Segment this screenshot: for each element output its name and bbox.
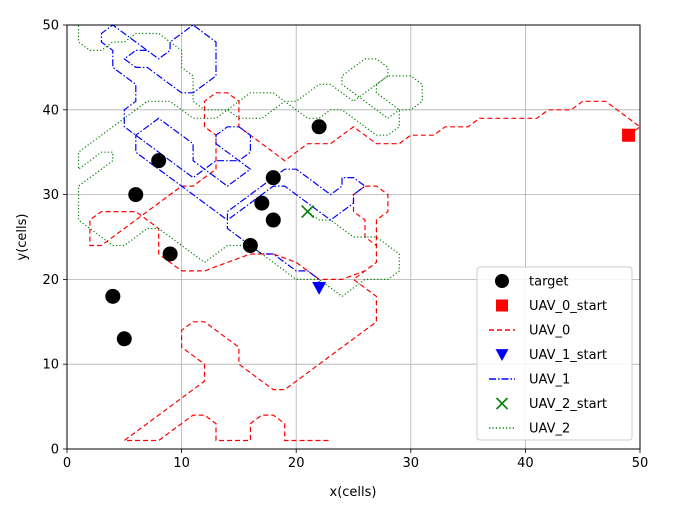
legend-uav2_start-swatch-stroke <box>495 397 509 410</box>
y-tick-label: 50 <box>42 19 59 34</box>
legend-uav0-label: UAV_0 <box>529 324 570 339</box>
target-marker <box>242 237 258 253</box>
x-tick-label: 30 <box>403 456 420 471</box>
target-marker <box>128 187 144 203</box>
y-tick-label: 30 <box>42 188 59 203</box>
target-marker <box>105 288 121 304</box>
y-tick-label: 40 <box>42 103 59 118</box>
y-axis-label: y(cells) <box>15 214 30 261</box>
target-marker <box>265 170 281 186</box>
legend-uav2-label: UAV_2 <box>529 422 570 437</box>
uav1-path <box>100 24 367 288</box>
target-marker <box>162 246 178 262</box>
x-axis-label: x(cells) <box>330 485 377 500</box>
target-marker <box>254 195 270 211</box>
plot-frame <box>66 24 641 450</box>
x-tick-label: 50 <box>632 456 649 471</box>
legend-uav1-label: UAV_1 <box>529 373 570 388</box>
x-tick-label: 20 <box>288 456 305 471</box>
legend-uav0_start-label: UAV_0_start <box>529 299 607 314</box>
y-tick-label: 0 <box>51 443 59 458</box>
x-tick-label: 0 <box>63 456 71 471</box>
x-tick-label: 10 <box>173 456 190 471</box>
legend-uav1_start-label: UAV_1_start <box>529 348 607 363</box>
legend-target-label: target <box>529 275 569 290</box>
legend-box <box>476 266 633 441</box>
target-marker <box>116 331 132 347</box>
uav0-start-marker <box>622 128 636 142</box>
target-marker <box>151 153 167 169</box>
series-paths <box>77 24 642 442</box>
target-marker <box>311 119 327 135</box>
x-tick-label: 40 <box>517 456 534 471</box>
uav1-start-marker <box>312 282 327 295</box>
y-tick-label: 10 <box>42 358 59 373</box>
ticks: 0 10 20 30 40 50 0 10 20 30 40 50 <box>42 19 648 472</box>
legend-uav2_start-swatch <box>495 397 509 410</box>
uav2-start-marker <box>301 204 315 219</box>
target-marker <box>265 212 281 228</box>
uav2-path <box>77 25 423 298</box>
legend-target-swatch <box>495 274 509 288</box>
legend-uav1_start-swatch <box>495 349 509 361</box>
y-tick-label: 20 <box>42 273 59 288</box>
legend-uav2_start-label: UAV_2_start <box>529 397 607 412</box>
legend: target UAV_0_start UAV_0 UAV_1_start UAV_1 UA… <box>476 266 633 441</box>
uav2-start-marker-stroke <box>301 204 315 219</box>
legend-uav0_start-swatch <box>496 299 508 312</box>
markers <box>105 119 636 347</box>
